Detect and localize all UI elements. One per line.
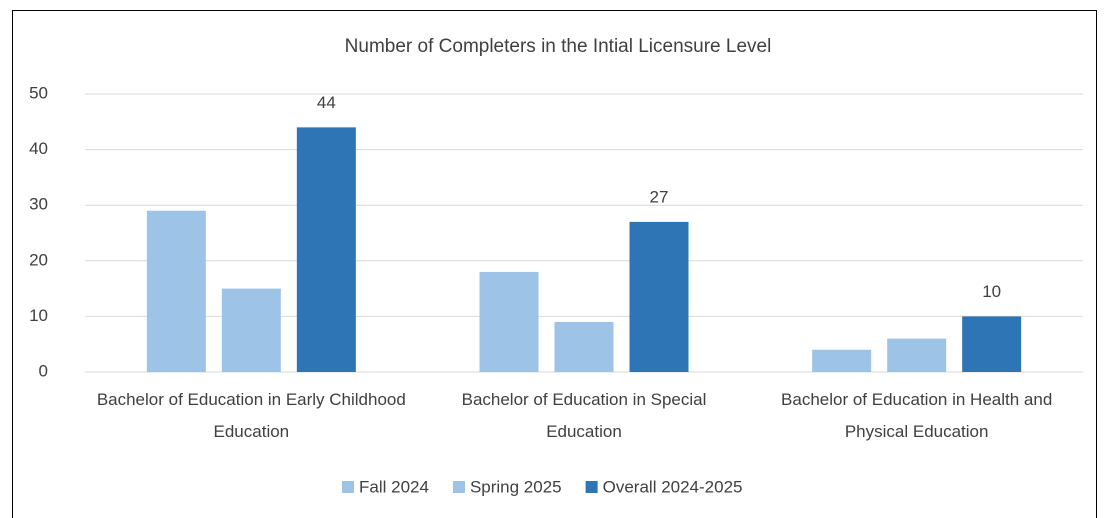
legend-swatch — [452, 481, 465, 493]
chart-title: Number of Completers in the Intial Licen… — [345, 36, 772, 57]
y-tick-label: 40 — [29, 139, 48, 158]
bar — [296, 127, 356, 372]
x-tick-label: Bachelor of Education in Early Childhood… — [96, 390, 406, 441]
bar — [554, 321, 614, 372]
legend-label: Overall 2024-2025 — [603, 477, 743, 496]
x-tick-label: Bachelor of Education in Health and Phys… — [781, 390, 1053, 441]
bar — [812, 349, 872, 372]
bar — [479, 271, 539, 372]
legend-swatch — [585, 481, 598, 493]
bar — [221, 288, 281, 372]
data-label: 44 — [317, 93, 336, 112]
data-label: 27 — [650, 187, 669, 206]
y-tick-label: 50 — [29, 83, 48, 102]
legend-swatch — [342, 481, 354, 493]
bar — [629, 221, 689, 372]
data-label: 10 — [982, 282, 1001, 301]
y-tick-label: 10 — [29, 306, 48, 325]
x-tick-label: Bachelor of Education in Special Educati… — [461, 390, 707, 441]
y-tick-label: 0 — [39, 361, 48, 380]
y-tick-label: 30 — [29, 195, 48, 214]
bar — [962, 316, 1022, 372]
legend-label: Fall 2024 — [359, 477, 429, 496]
legend-label: Spring 2025 — [470, 477, 562, 496]
y-tick-label: 20 — [29, 250, 48, 269]
bar — [146, 210, 206, 372]
bar — [887, 338, 947, 372]
